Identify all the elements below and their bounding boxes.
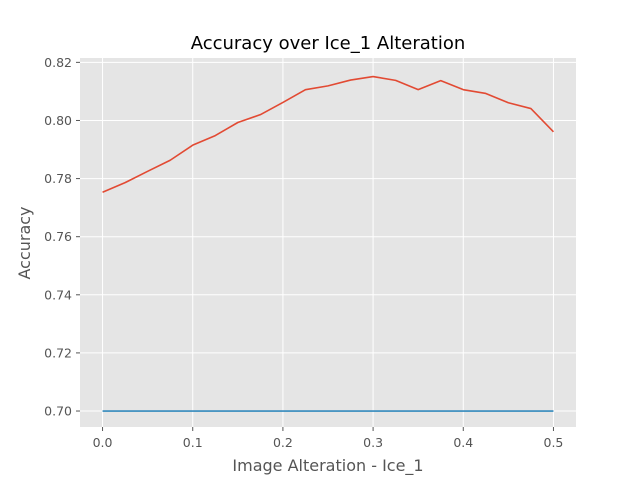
y-tick-label: 0.82 [44, 55, 72, 70]
x-tick-label: 0.3 [363, 435, 383, 450]
series-lines [102, 75, 555, 412]
x-axis-label: Image Alteration - Ice_1 [232, 456, 423, 476]
y-axis-label: Accuracy [15, 206, 34, 279]
plot-area [80, 58, 576, 427]
chart-title: Accuracy over Ice_1 Alteration [191, 33, 466, 54]
y-tick-label: 0.74 [44, 287, 72, 302]
y-tick-label: 0.70 [44, 404, 72, 419]
x-tick-label: 0.4 [453, 435, 473, 450]
x-tick-label: 0.1 [183, 435, 203, 450]
x-axis-ticks: 0.0 0.1 0.2 0.3 0.4 0.5 [93, 427, 564, 450]
y-axis-ticks: 0.70 0.72 0.74 0.76 0.78 0.80 0.82 [44, 55, 80, 419]
x-tick-label: 0.5 [544, 435, 564, 450]
grid-lines [80, 58, 576, 427]
x-tick-label: 0.0 [93, 435, 113, 450]
y-tick-label: 0.72 [44, 345, 72, 360]
y-tick-label: 0.80 [44, 113, 72, 128]
y-tick-label: 0.76 [44, 229, 72, 244]
series-line-1 [102, 75, 555, 193]
x-tick-label: 0.2 [273, 435, 293, 450]
y-tick-label: 0.78 [44, 171, 72, 186]
